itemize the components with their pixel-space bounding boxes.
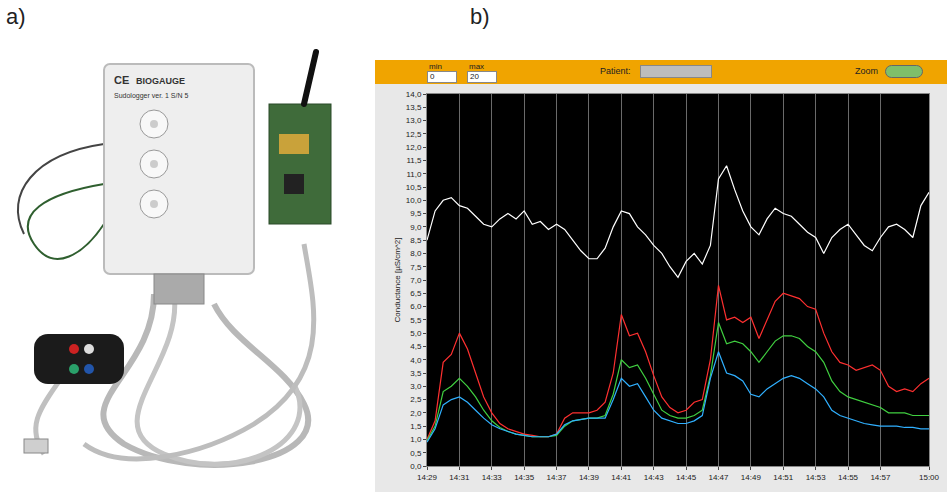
svg-text:4,5: 4,5 bbox=[410, 342, 422, 351]
svg-text:14:49: 14:49 bbox=[741, 473, 762, 482]
svg-text:7,0: 7,0 bbox=[410, 276, 422, 285]
svg-text:Conductance [µS/cm^2]: Conductance [µS/cm^2] bbox=[393, 238, 402, 323]
svg-text:BIOGAUGE: BIOGAUGE bbox=[136, 76, 185, 86]
svg-text:2,0: 2,0 bbox=[410, 409, 422, 418]
svg-text:14:31: 14:31 bbox=[449, 473, 470, 482]
html-text:Zoom: Zoom bbox=[855, 66, 878, 76]
html-text:max: max bbox=[469, 62, 485, 71]
svg-text:14:39: 14:39 bbox=[579, 473, 600, 482]
html-text:20: 20 bbox=[470, 72, 479, 81]
svg-text:0,5: 0,5 bbox=[410, 449, 422, 458]
svg-text:10,0: 10,0 bbox=[406, 196, 422, 205]
svg-text:14:47: 14:47 bbox=[708, 473, 729, 482]
svg-text:14:37: 14:37 bbox=[547, 473, 568, 482]
svg-text:8,0: 8,0 bbox=[410, 249, 422, 258]
svg-text:12,0: 12,0 bbox=[406, 143, 422, 152]
svg-text:14:55: 14:55 bbox=[838, 473, 859, 482]
html-text:min: min bbox=[429, 62, 442, 71]
svg-text:8,5: 8,5 bbox=[410, 236, 422, 245]
html-text:b): b) bbox=[470, 4, 490, 29]
svg-text:11,0: 11,0 bbox=[406, 170, 422, 179]
html-text:a): a) bbox=[6, 4, 26, 29]
svg-text:14,0: 14,0 bbox=[406, 90, 422, 99]
svg-text:CE: CE bbox=[114, 74, 129, 86]
html-text:0: 0 bbox=[430, 72, 435, 81]
svg-text:9,0: 9,0 bbox=[410, 223, 422, 232]
svg-text:3,5: 3,5 bbox=[410, 369, 422, 378]
svg-text:13,0: 13,0 bbox=[406, 116, 422, 125]
html-text:Patient:: Patient: bbox=[600, 66, 631, 76]
svg-text:14:53: 14:53 bbox=[806, 473, 827, 482]
svg-text:12,5: 12,5 bbox=[406, 130, 422, 139]
svg-text:6,5: 6,5 bbox=[410, 289, 422, 298]
svg-text:14:41: 14:41 bbox=[611, 473, 632, 482]
svg-text:14:35: 14:35 bbox=[514, 473, 535, 482]
svg-text:10,5: 10,5 bbox=[406, 183, 422, 192]
svg-text:2,5: 2,5 bbox=[410, 395, 422, 404]
svg-text:1,5: 1,5 bbox=[410, 422, 422, 431]
svg-text:5,0: 5,0 bbox=[410, 329, 422, 338]
svg-text:5,5: 5,5 bbox=[410, 316, 422, 325]
svg-text:11,5: 11,5 bbox=[406, 156, 422, 165]
svg-text:14:45: 14:45 bbox=[676, 473, 697, 482]
svg-text:14:51: 14:51 bbox=[773, 473, 794, 482]
svg-text:14:29: 14:29 bbox=[417, 473, 438, 482]
svg-text:3,0: 3,0 bbox=[410, 382, 422, 391]
svg-text:6,0: 6,0 bbox=[410, 302, 422, 311]
svg-text:14:43: 14:43 bbox=[644, 473, 665, 482]
svg-text:4,0: 4,0 bbox=[410, 356, 422, 365]
svg-text:9,5: 9,5 bbox=[410, 209, 422, 218]
svg-text:14:33: 14:33 bbox=[482, 473, 503, 482]
svg-text:15:00: 15:00 bbox=[919, 473, 940, 482]
svg-text:7,5: 7,5 bbox=[410, 263, 422, 272]
svg-text:1,0: 1,0 bbox=[410, 435, 422, 444]
svg-text:Sudologger ver. 1 S/N 5: Sudologger ver. 1 S/N 5 bbox=[114, 92, 188, 100]
svg-text:13,5: 13,5 bbox=[406, 103, 422, 112]
svg-text:0,0: 0,0 bbox=[410, 462, 422, 471]
svg-text:14:57: 14:57 bbox=[870, 473, 891, 482]
